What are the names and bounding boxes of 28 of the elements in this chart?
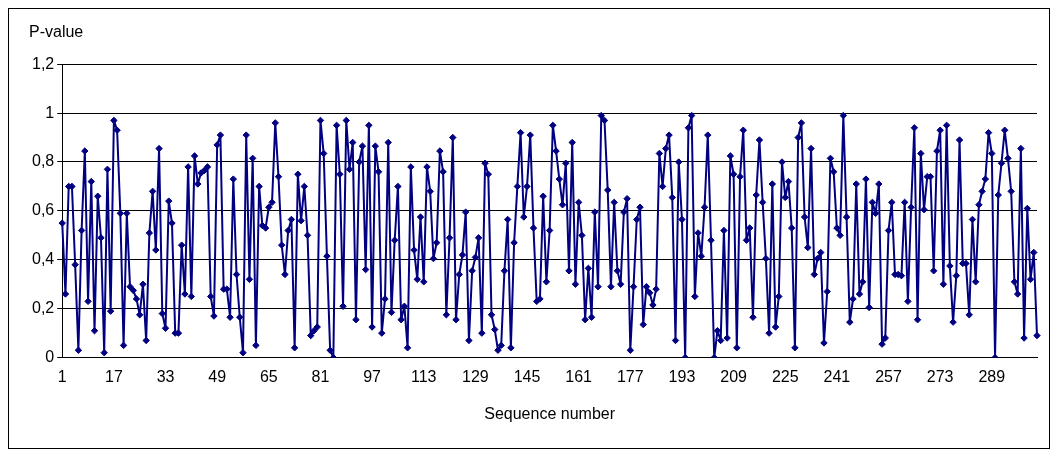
x-tick-label: 209 [720,367,748,385]
y-tick-label: 0,6 [31,201,55,219]
y-tick-label: 0,8 [31,152,55,170]
x-tick-label: 49 [208,367,227,385]
x-tick-label: 225 [771,367,799,385]
y-tick-label: 1 [45,103,55,121]
x-axis-title: Sequence number [484,404,616,422]
x-tick-label: 161 [565,367,593,385]
x-tick-label: 193 [668,367,696,385]
x-tick-label: 241 [823,367,851,385]
x-tick-label: 17 [104,367,123,385]
y-tick-label: 0,4 [31,250,55,268]
x-tick-label: 177 [616,367,644,385]
y-tick-label: 0 [45,348,55,366]
y-tick-label: 1,2 [31,54,55,72]
y-tick-label: 0,2 [31,299,55,317]
x-tick-label: 257 [875,367,902,385]
y-axis-title: P-value [29,23,84,41]
x-tick-label: 1 [57,367,67,385]
x-tick-label: 273 [926,367,954,385]
x-tick-label: 81 [311,367,330,385]
x-tick-label: 33 [156,367,175,385]
x-tick-label: 113 [410,367,437,385]
x-tick-label: 97 [363,367,382,385]
x-tick-label: 129 [462,367,489,385]
x-tick-label: 65 [259,367,278,385]
x-tick-label: 145 [513,367,541,385]
x-tick-label: 289 [978,367,1006,385]
